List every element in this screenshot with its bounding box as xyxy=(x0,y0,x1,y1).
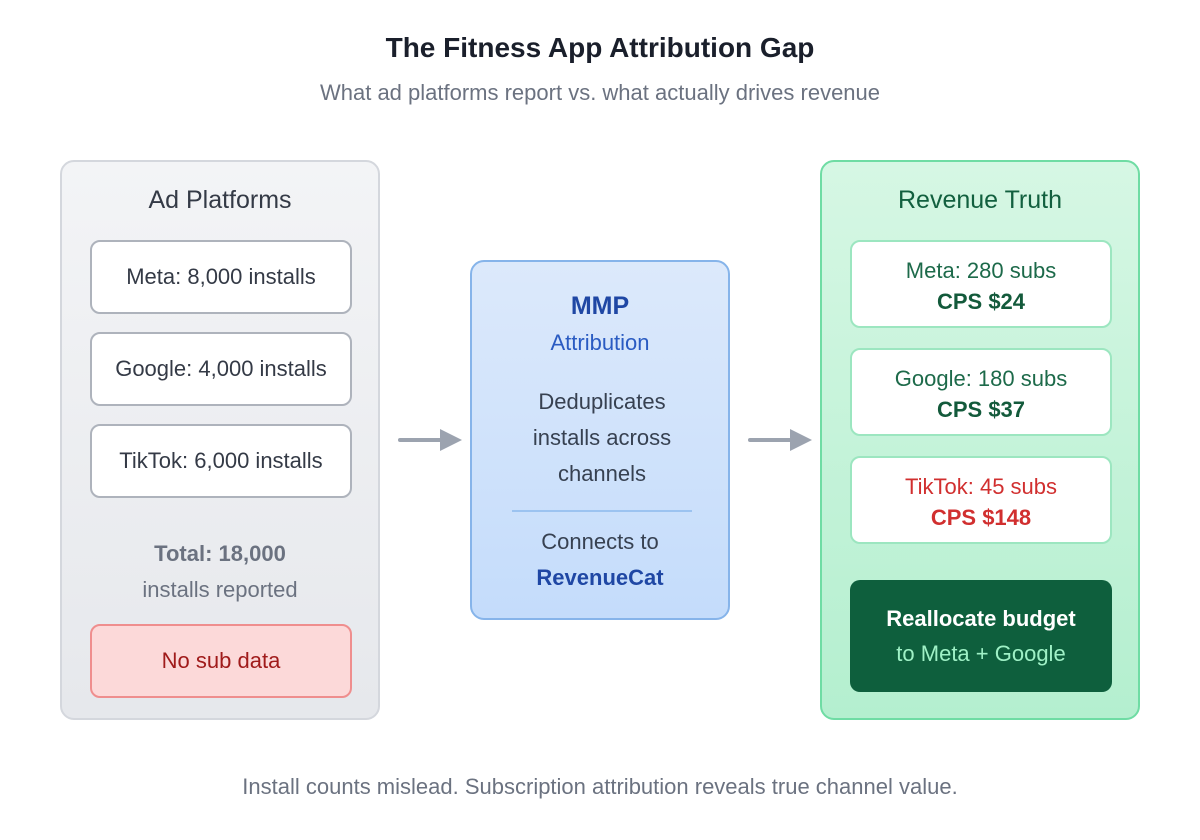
reallocate-target-label: to Meta + Google xyxy=(896,641,1066,666)
meta-subs-count: Meta: 280 subs xyxy=(905,258,1057,283)
google-installs-box: Google: 4,000 installs xyxy=(90,332,352,406)
ad-platforms-panel: Ad Platforms Meta: 8,000 installs Google… xyxy=(60,160,380,720)
tiktok-subs-count: TikTok: 45 subs xyxy=(904,474,1058,499)
ad-platforms-title: Ad Platforms xyxy=(148,186,292,214)
connects-to-label: Connects to xyxy=(541,529,659,554)
mmp-attribution-panel: MMP Attribution Deduplicates installs ac… xyxy=(470,260,730,620)
mmp-description: Deduplicates installs across channels xyxy=(492,384,712,492)
page-subtitle: What ad platforms report vs. what actual… xyxy=(319,80,881,105)
revenue-truth-title: Revenue Truth xyxy=(898,186,1062,214)
tiktok-cps-value: CPS $148 xyxy=(930,505,1032,530)
arrow-right-icon xyxy=(748,429,812,451)
footer-note: Install counts mislead. Subscription att… xyxy=(242,774,958,799)
reallocate-budget-box: Reallocate budget to Meta + Google xyxy=(850,580,1112,692)
revenuecat-label: RevenueCat xyxy=(536,565,664,590)
total-installs-label: installs reported xyxy=(142,577,298,602)
arrow-right-icon xyxy=(398,429,462,451)
mmp-description-line: Deduplicates xyxy=(538,389,666,414)
mmp-description-line: channels xyxy=(557,461,647,486)
tiktok-installs-box: TikTok: 6,000 installs xyxy=(90,424,352,498)
no-sub-data-badge: No sub data xyxy=(90,624,352,698)
mmp-divider xyxy=(512,510,692,512)
total-installs: Total: 18,000 installs reported xyxy=(62,536,378,608)
meta-installs-box: Meta: 8,000 installs xyxy=(90,240,352,314)
mmp-subtitle: Attribution xyxy=(550,330,650,355)
mmp-connects: Connects to RevenueCat xyxy=(472,524,728,596)
meta-cps-value: CPS $24 xyxy=(936,289,1026,314)
revenue-truth-panel: Revenue Truth Meta: 280 subs CPS $24 Goo… xyxy=(820,160,1140,720)
google-subs-box: Google: 180 subs CPS $37 xyxy=(850,348,1112,436)
page-title: The Fitness App Attribution Gap xyxy=(385,32,815,63)
reallocate-budget-label: Reallocate budget xyxy=(886,606,1076,631)
mmp-description-line: installs across xyxy=(532,425,672,450)
tiktok-subs-box: TikTok: 45 subs CPS $148 xyxy=(850,456,1112,544)
google-cps-value: CPS $37 xyxy=(936,397,1026,422)
google-subs-count: Google: 180 subs xyxy=(894,366,1068,391)
meta-subs-box: Meta: 280 subs CPS $24 xyxy=(850,240,1112,328)
total-installs-value: Total: 18,000 xyxy=(154,541,286,566)
mmp-title: MMP xyxy=(570,292,630,320)
